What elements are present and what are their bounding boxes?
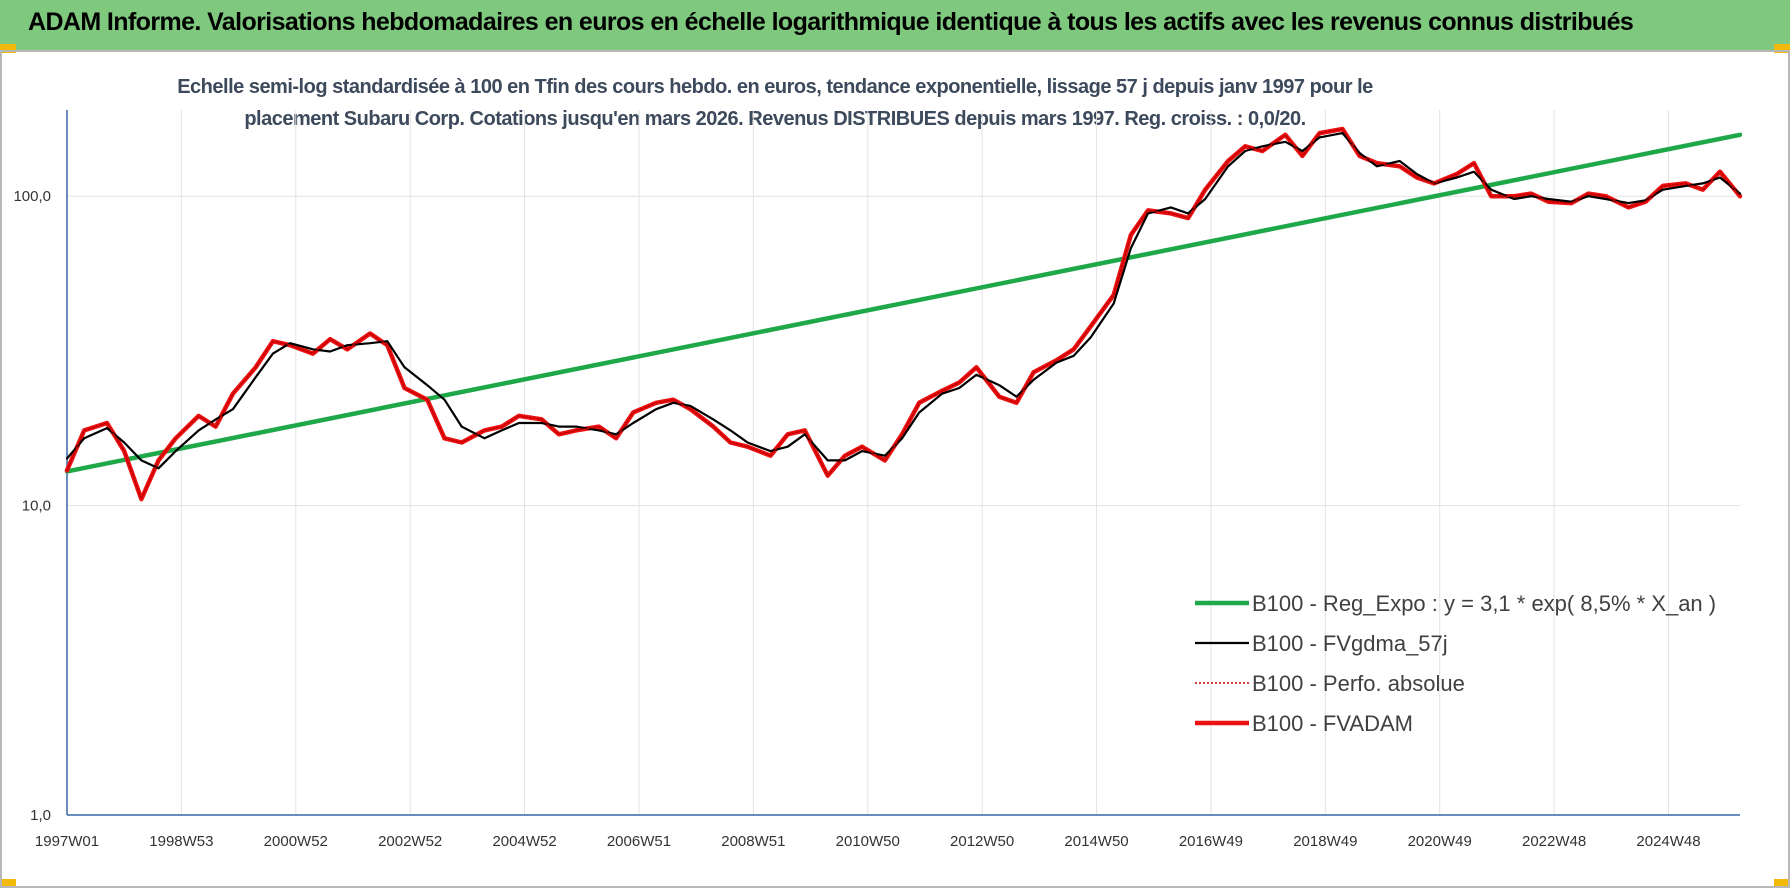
legend-label-3: B100 - Perfo. absolue xyxy=(1252,671,1465,696)
x-tick-label: 2010W50 xyxy=(836,833,900,850)
report-banner: ADAM Informe. Valorisations hebdomadaire… xyxy=(0,0,1790,50)
chart-title-line-1: Echelle semi-log standardisée à 100 en T… xyxy=(177,76,1373,98)
x-tick-label: 1998W53 xyxy=(149,833,213,850)
x-tick-label: 2002W52 xyxy=(378,833,442,850)
x-tick-label: 2000W52 xyxy=(264,833,328,850)
x-tick-label: 2022W48 xyxy=(1522,833,1586,850)
corner-marker-left xyxy=(0,44,16,53)
series-layer xyxy=(64,126,1743,502)
corner-marker-bottom-left xyxy=(0,879,16,888)
y-tick-label: 1,0 xyxy=(30,807,51,824)
series-2-line xyxy=(65,132,1742,470)
chart-title-line-2: placement Subaru Corp. Cotations jusqu'e… xyxy=(244,108,1306,130)
grid xyxy=(66,110,1740,816)
x-tick-label: 2024W48 xyxy=(1636,833,1700,850)
x-tick-label: 2018W49 xyxy=(1293,833,1357,850)
series-1-line xyxy=(64,132,1743,474)
report-title: ADAM Informe. Valorisations hebdomadaire… xyxy=(28,8,1634,36)
legend-label-4: B100 - FVADAM xyxy=(1252,711,1413,736)
x-tick-label: 2008W51 xyxy=(721,833,785,850)
x-tick-label: 2014W50 xyxy=(1064,833,1128,850)
corner-marker-bottom-right xyxy=(1774,879,1790,888)
x-tick-label: 2006W51 xyxy=(607,833,671,850)
chart-frame xyxy=(0,50,1790,888)
series-3-line xyxy=(66,128,1741,500)
x-tick-label: 2012W50 xyxy=(950,833,1014,850)
legend-label-2: B100 - FVgdma_57j xyxy=(1252,631,1448,656)
x-tick-label: 2020W49 xyxy=(1408,833,1472,850)
y-tick-label: 10,0 xyxy=(22,498,51,515)
axes: 1997W01 1998W53 2000W52 2002W52 2004W52 2006W… xyxy=(13,110,1740,850)
y-tick-label: 100,0 xyxy=(13,188,51,205)
corner-marker-right xyxy=(1774,44,1790,53)
legend-label-1: B100 - Reg_Expo : y = 3,1 * exp( 8,5% * … xyxy=(1252,591,1716,616)
legend: B100 - Reg_Expo : y = 3,1 * exp( 8,5% * … xyxy=(1195,591,1716,736)
x-tick-label: 1997W01 xyxy=(35,833,99,850)
x-tick-label: 2004W52 xyxy=(492,833,556,850)
x-tick-label: 2016W49 xyxy=(1179,833,1243,850)
